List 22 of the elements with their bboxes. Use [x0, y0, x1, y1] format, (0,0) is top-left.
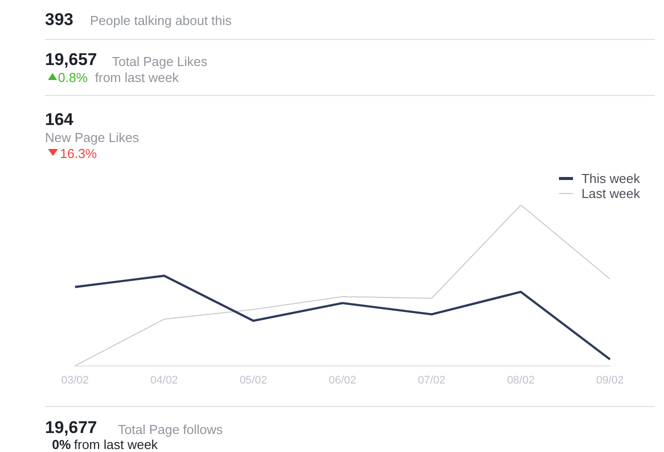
x-tick-label: 09/02 [596, 374, 624, 386]
text: 0% [52, 437, 71, 452]
text: Total Page follows [118, 422, 223, 437]
x-tick-label: 03/02 [61, 374, 89, 386]
text: 19,677 [45, 418, 97, 437]
text: 164 [45, 110, 74, 129]
text: from last week [95, 70, 179, 85]
text: 393 [45, 10, 74, 29]
x-tick-label: 07/02 [418, 374, 446, 386]
text: 0.8% [58, 70, 88, 85]
legend-label: This week [581, 171, 640, 186]
legend-label: Last week [581, 186, 640, 201]
text: 16.3% [60, 146, 97, 161]
x-tick-label: 05/02 [240, 374, 268, 386]
text: New Page Likes [45, 130, 139, 145]
x-tick-label: 06/02 [328, 374, 356, 386]
x-tick-label: 04/02 [150, 374, 178, 386]
text: 19,657 [45, 50, 97, 69]
text: from last week [74, 437, 158, 452]
text: Total Page Likes [112, 54, 208, 69]
x-tick-label: 08/02 [507, 374, 535, 386]
text: People talking about this [90, 13, 232, 28]
